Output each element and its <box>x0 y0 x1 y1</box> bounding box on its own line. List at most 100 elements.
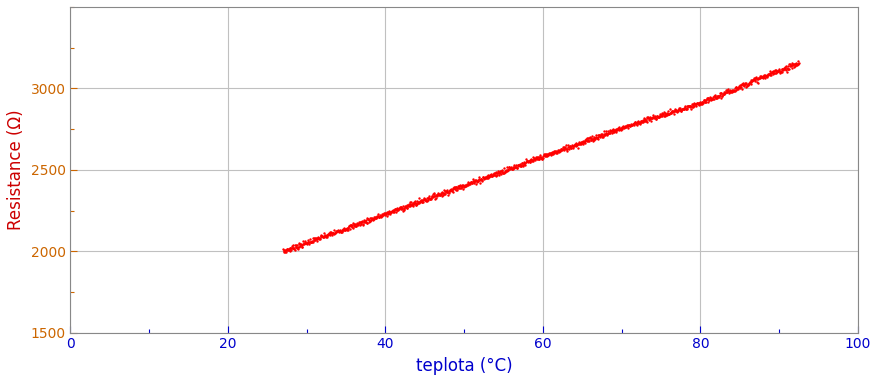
Point <box>353 220 367 227</box>
Point <box>555 146 569 152</box>
Point <box>482 172 496 178</box>
Point <box>561 144 575 151</box>
Point <box>524 157 538 163</box>
Point <box>310 238 324 244</box>
Point <box>558 146 572 152</box>
Point <box>776 65 790 71</box>
Point <box>752 75 766 81</box>
Point <box>451 183 465 189</box>
Point <box>545 149 559 155</box>
Point <box>585 133 599 139</box>
Point <box>404 201 418 207</box>
Point <box>427 193 441 199</box>
Point <box>291 244 305 250</box>
Point <box>425 191 439 197</box>
Point <box>446 185 460 191</box>
Point <box>497 168 511 175</box>
Point <box>465 178 479 184</box>
Point <box>719 87 733 93</box>
Point <box>329 229 343 235</box>
Point <box>772 70 786 76</box>
Point <box>710 93 724 99</box>
Point <box>447 184 461 190</box>
Point <box>426 190 440 196</box>
Point <box>478 174 492 180</box>
Point <box>527 157 541 163</box>
Point <box>422 196 436 202</box>
Point <box>664 108 678 114</box>
Point <box>727 85 741 91</box>
Point <box>608 127 622 133</box>
Point <box>456 186 470 192</box>
Point <box>747 77 761 83</box>
Point <box>389 206 403 212</box>
Point <box>346 225 360 231</box>
Point <box>717 89 731 96</box>
Point <box>756 73 770 79</box>
Point <box>731 83 745 89</box>
Point <box>324 230 339 236</box>
Point <box>354 218 368 224</box>
Point <box>591 134 605 140</box>
Point <box>337 227 351 233</box>
Point <box>421 195 435 201</box>
Point <box>670 107 684 113</box>
Point <box>647 114 661 120</box>
Point <box>488 170 503 176</box>
Point <box>300 239 314 245</box>
Point <box>501 167 515 173</box>
Point <box>661 111 675 117</box>
Point <box>454 182 468 188</box>
Point <box>658 111 672 117</box>
Point <box>467 178 481 184</box>
Point <box>481 175 495 181</box>
Point <box>675 106 689 112</box>
Point <box>396 203 410 209</box>
Point <box>619 123 633 129</box>
Point <box>474 178 488 184</box>
Point <box>726 87 740 93</box>
Point <box>548 148 562 154</box>
Point <box>312 235 326 241</box>
Point <box>421 197 435 203</box>
Point <box>624 122 638 128</box>
Point <box>688 101 702 107</box>
Point <box>639 118 653 125</box>
Point <box>732 82 746 88</box>
Point <box>294 243 308 249</box>
Point <box>590 132 604 138</box>
Point <box>377 210 391 216</box>
Point <box>706 96 720 102</box>
Point <box>766 70 780 76</box>
Point <box>646 115 660 121</box>
Point <box>636 117 650 123</box>
Point <box>442 188 456 194</box>
Point <box>720 86 734 92</box>
Point <box>651 113 665 120</box>
Point <box>714 93 728 99</box>
Point <box>557 144 571 150</box>
Point <box>505 166 519 172</box>
Point <box>744 77 758 83</box>
Point <box>304 239 318 245</box>
Point <box>374 214 388 220</box>
Point <box>716 91 730 97</box>
Point <box>578 136 592 142</box>
Point <box>560 146 574 152</box>
Point <box>460 182 474 188</box>
Point <box>361 217 375 223</box>
Point <box>740 82 754 88</box>
Point <box>489 170 503 176</box>
Point <box>356 218 370 224</box>
Point <box>511 162 525 168</box>
Point <box>740 81 754 87</box>
Point <box>695 99 709 105</box>
Point <box>483 171 497 177</box>
Point <box>785 61 799 67</box>
Point <box>422 193 436 199</box>
Point <box>459 183 473 189</box>
Point <box>496 170 510 176</box>
Point <box>746 78 760 84</box>
Point <box>614 125 628 131</box>
Point <box>717 89 731 96</box>
